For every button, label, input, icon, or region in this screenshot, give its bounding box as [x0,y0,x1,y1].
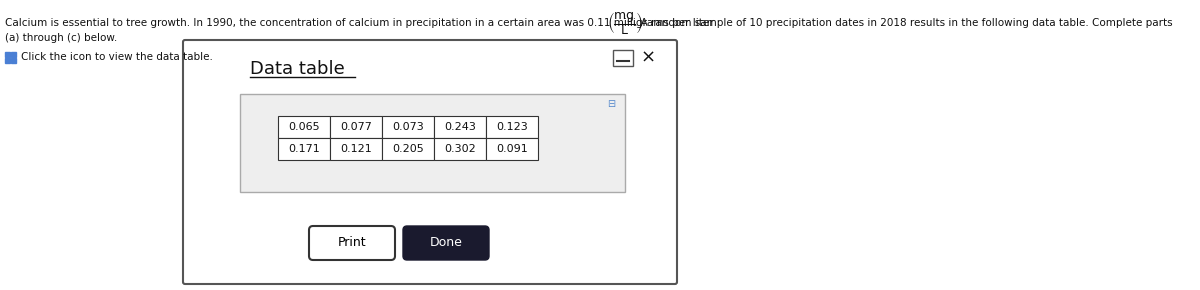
Bar [486,116,538,138]
FancyBboxPatch shape [182,40,677,284]
Bar [278,138,330,160]
Text: 0.065: 0.065 [288,122,320,132]
Bar [240,94,625,192]
Text: 0.077: 0.077 [340,122,372,132]
Text: 0.302: 0.302 [444,144,476,154]
Text: Click the icon to view the data table.: Click the icon to view the data table. [22,52,212,62]
Bar [11,52,16,57]
Bar [5,52,10,57]
Text: 0.205: 0.205 [392,144,424,154]
Text: Done: Done [430,237,462,249]
Text: 0.123: 0.123 [496,122,528,132]
Text: 0.243: 0.243 [444,122,476,132]
Text: Data table: Data table [250,60,344,78]
Text: 0.171: 0.171 [288,144,320,154]
Bar [330,116,382,138]
Text: Print: Print [337,237,366,249]
FancyBboxPatch shape [403,226,490,260]
Bar [330,138,382,160]
Text: . A random sample of 10 precipitation dates in 2018 results in the following dat: . A random sample of 10 precipitation da… [634,18,1172,28]
Bar [434,116,486,138]
Text: $\left(\dfrac{\mathrm{mg}}{\mathrm{L}}\right)$: $\left(\dfrac{\mathrm{mg}}{\mathrm{L}}\r… [607,10,643,37]
Text: 0.121: 0.121 [340,144,372,154]
Bar [434,138,486,160]
Text: Calcium is essential to tree growth. In 1990, the concentration of calcium in pr: Calcium is essential to tree growth. In … [5,18,714,28]
Text: 0.091: 0.091 [496,144,528,154]
Text: ×: × [641,49,656,67]
Bar [5,58,10,63]
Bar [613,50,634,66]
FancyBboxPatch shape [310,226,395,260]
Text: (a) through (c) below.: (a) through (c) below. [5,33,118,43]
Bar [11,58,16,63]
Bar [382,116,434,138]
Text: 0.073: 0.073 [392,122,424,132]
Text: ⊟: ⊟ [607,99,616,109]
Bar [278,116,330,138]
Bar [486,138,538,160]
Bar [382,138,434,160]
